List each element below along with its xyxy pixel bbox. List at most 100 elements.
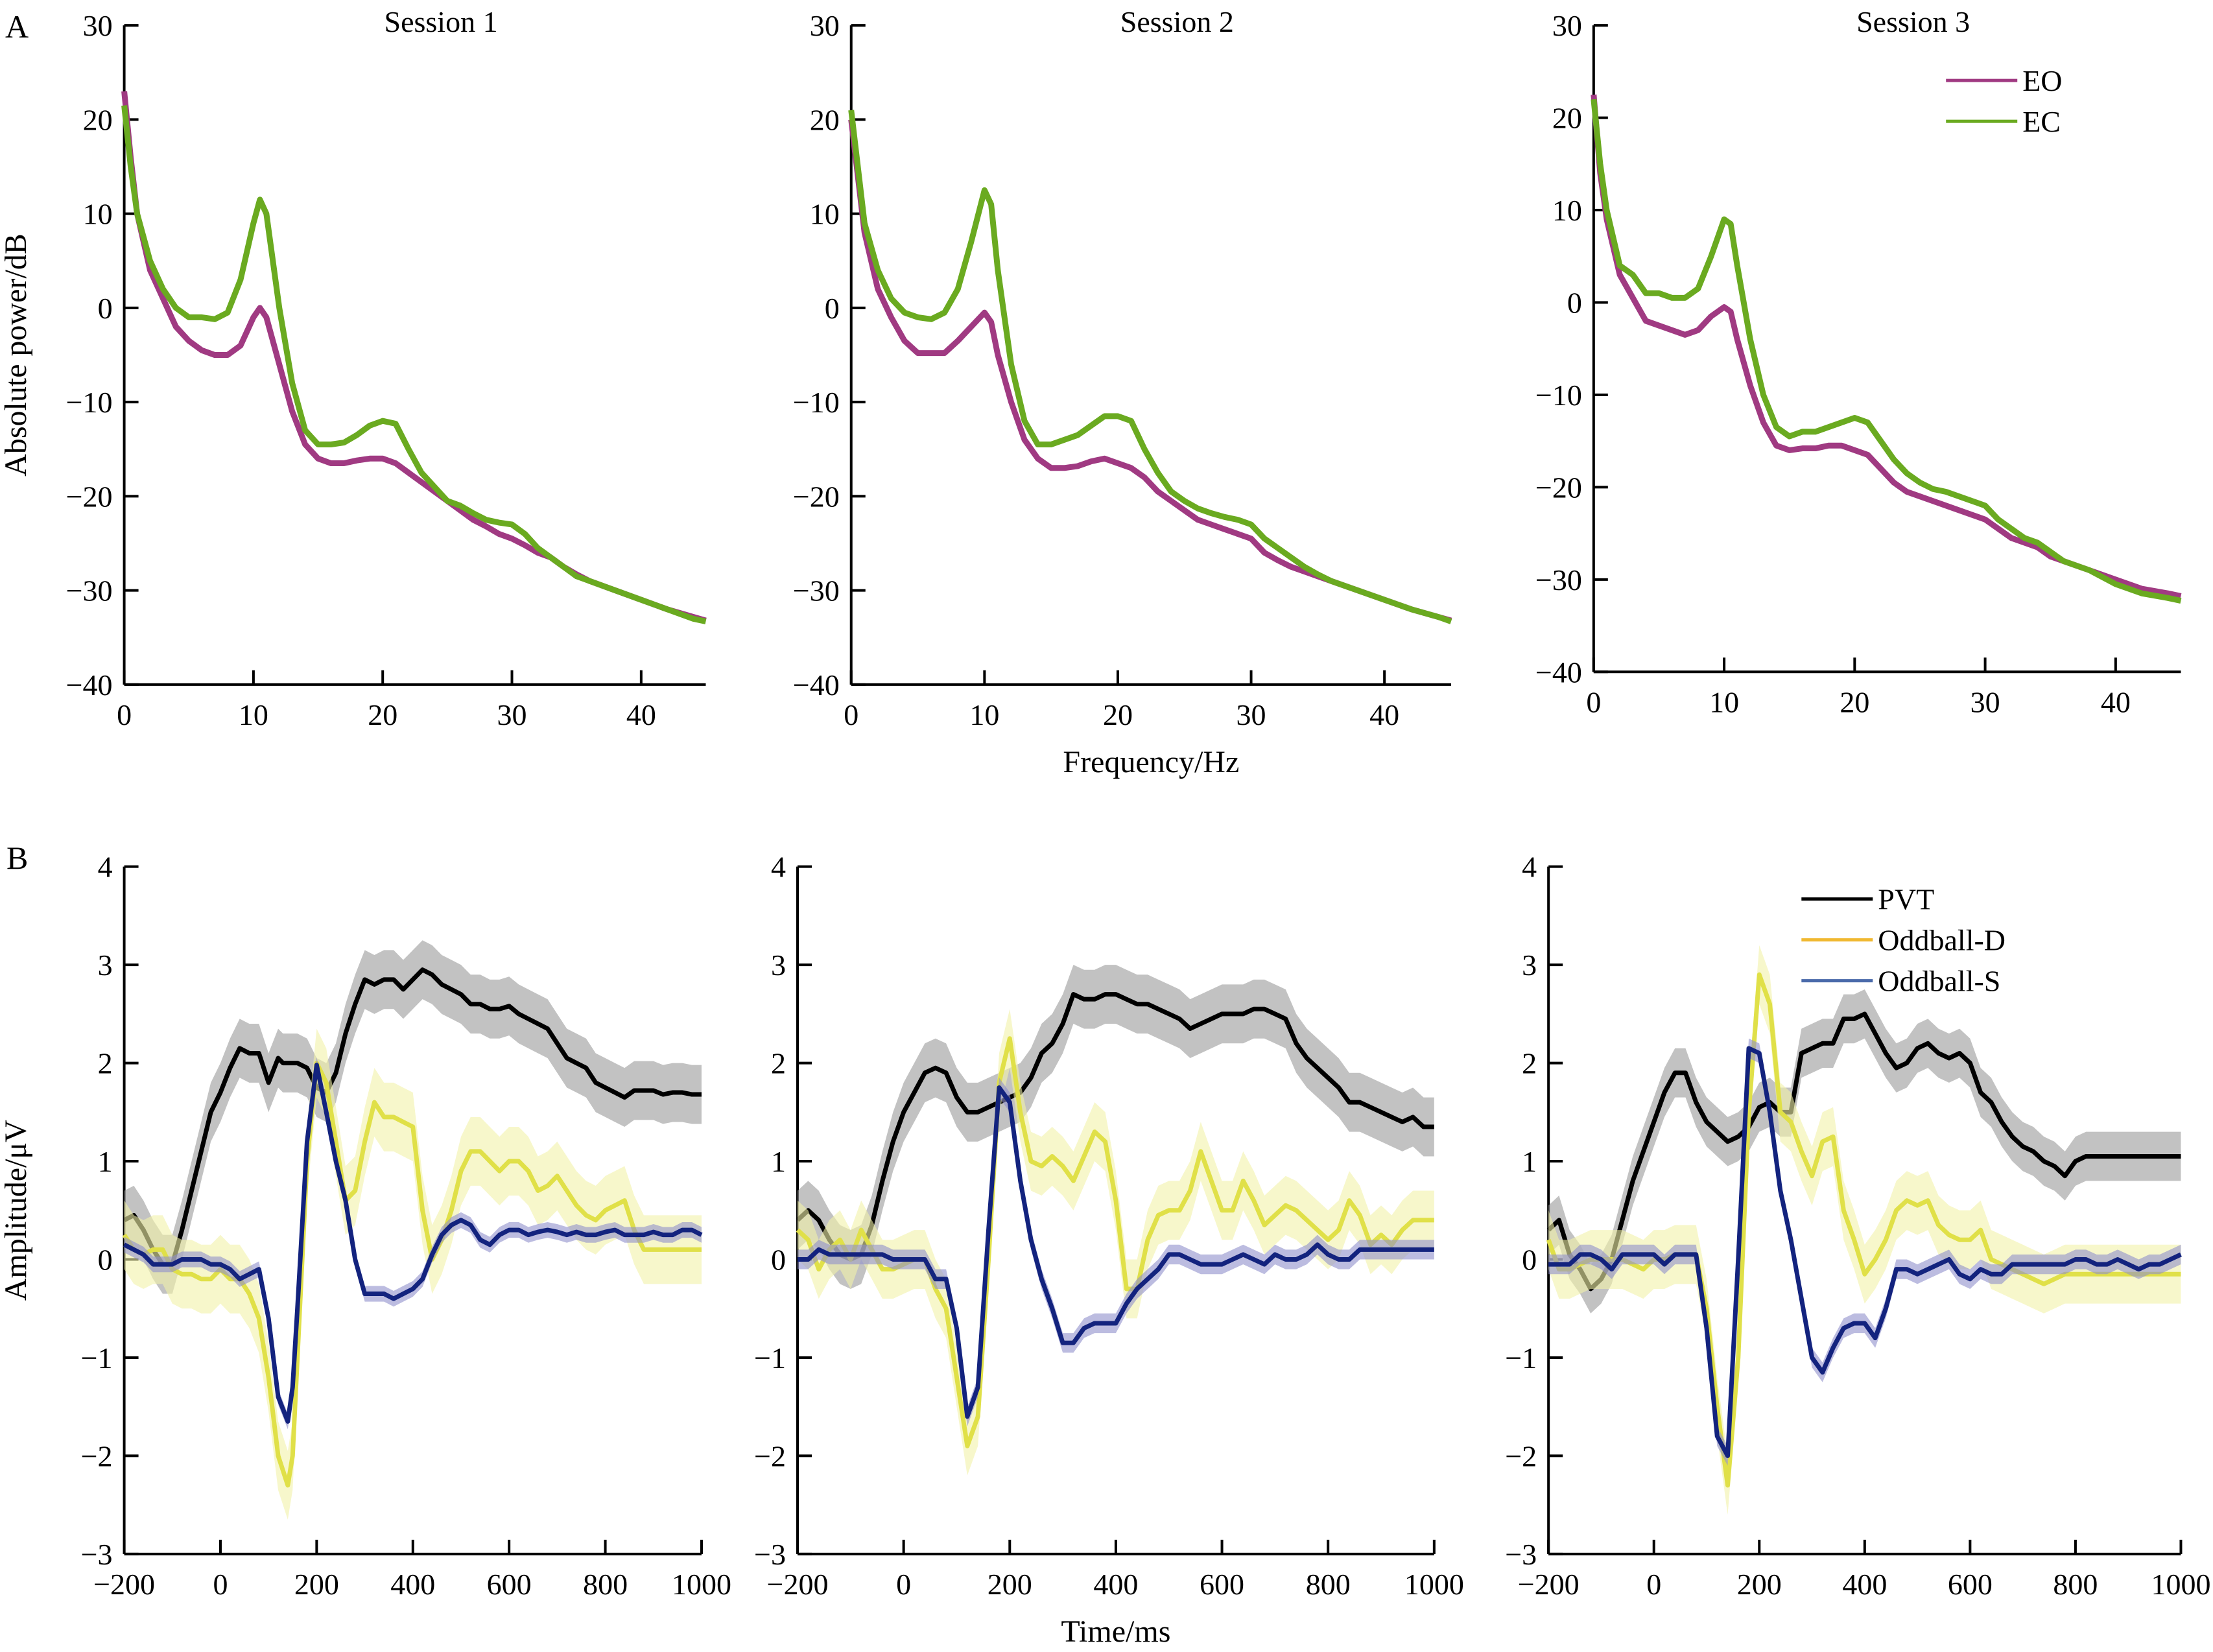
series-line-oddball-s (123, 1063, 703, 1424)
y-tick-label: 4 (1522, 851, 1537, 884)
y-tick-label: −20 (1535, 471, 1582, 504)
panel-title: Session 1 (384, 5, 497, 38)
series-line-oddball-s (1548, 1046, 2182, 1458)
series-line-ec (1591, 99, 2182, 604)
x-tick-label: 10 (969, 698, 999, 731)
y-tick-label: −20 (793, 480, 840, 513)
y-tick-label: 4 (98, 851, 113, 884)
x-tick-label: 600 (487, 1568, 532, 1601)
y-tick-label: −1 (754, 1341, 786, 1375)
series-line-ec (121, 105, 707, 624)
y-tick-label: 30 (83, 9, 113, 42)
y-tick-label: −2 (81, 1439, 113, 1472)
y-tick-label: 2 (98, 1047, 113, 1080)
y-tick-label: 30 (810, 9, 840, 42)
y-tick-label: −20 (66, 480, 113, 513)
x-tick-label: 400 (1842, 1568, 1887, 1601)
y-tick-label: −2 (1505, 1439, 1537, 1472)
x-tick-label: 10 (239, 698, 268, 731)
series-band-oddball-d (1548, 945, 2181, 1515)
y-tick-label: 2 (771, 1047, 786, 1080)
y-tick-label: 0 (825, 292, 840, 325)
x-tick-label: −200 (93, 1568, 155, 1601)
series-line-pvt (123, 967, 702, 1267)
y-tick-label: 10 (1552, 194, 1582, 227)
x-tick-label: 800 (2053, 1568, 2098, 1601)
y-tick-label: 2 (1522, 1047, 1537, 1080)
x-tick-label: 200 (988, 1568, 1032, 1601)
y-tick-label: −10 (1535, 379, 1582, 412)
x-tick-label: 0 (844, 698, 858, 731)
x-tick-label: −200 (767, 1568, 829, 1601)
x-tick-label: 600 (1948, 1568, 1993, 1601)
legend-label: EC (2022, 105, 2061, 138)
series-line-pvt (796, 992, 1434, 1262)
y-tick-label: −3 (1505, 1538, 1537, 1571)
x-tick-label: 40 (2101, 685, 2131, 718)
series-line-eo (848, 119, 1452, 624)
x-tick-label: 400 (390, 1568, 435, 1601)
x-tick-label: 30 (1970, 685, 2000, 718)
x-tick-label: 200 (1737, 1568, 1782, 1601)
y-tick-label: 30 (1552, 9, 1582, 42)
panel-b1: 4 3 2 1 0 −1 −2 −3−200 0 200 400 600 800 1000 Amplitud… (0, 851, 731, 1601)
x-tick-label: 20 (1103, 698, 1133, 731)
y-tick-label: 4 (771, 851, 786, 884)
legend-label: Oddball-S (1878, 965, 2000, 998)
series-band-pvt (124, 940, 702, 1294)
x-tick-label: 20 (1840, 685, 1869, 718)
x-tick-label: 800 (583, 1568, 628, 1601)
y-tick-label: 1 (771, 1145, 786, 1178)
x-tick-label: 1000 (1404, 1568, 1464, 1601)
panel-title: Session 2 (1120, 5, 1234, 38)
x-tick-label: 0 (117, 698, 132, 731)
series-line-eo (121, 91, 707, 624)
y-tick-label: 3 (98, 949, 113, 982)
y-tick-label: 3 (1522, 949, 1537, 982)
y-tick-label: 10 (83, 198, 113, 231)
y-tick-label: −40 (1535, 655, 1582, 689)
legend: EO EC (1946, 64, 2063, 138)
x-axis-label: Time/ms (1061, 1614, 1170, 1649)
series-band-oddball-d (798, 1009, 1434, 1476)
legend: PVT Oddball-D Oddball-S (1801, 883, 2006, 998)
series-line-pvt (1546, 1011, 2181, 1292)
y-tick-label: −30 (1535, 563, 1582, 596)
y-tick-label: 1 (1522, 1145, 1537, 1178)
y-tick-label: −30 (66, 574, 113, 608)
y-tick-label: 0 (771, 1244, 786, 1277)
x-axis-label: Frequency/Hz (1063, 745, 1239, 779)
x-tick-label: 40 (626, 698, 656, 731)
y-tick-label: −40 (793, 668, 840, 702)
y-tick-label: 0 (98, 292, 113, 325)
y-tick-label: −1 (81, 1341, 113, 1375)
series-band-oddball-s (1548, 1038, 2181, 1466)
series-line-ec (848, 110, 1452, 624)
y-tick-label: 0 (1522, 1244, 1537, 1277)
panel-b2: 4 3 2 1 0 −1 −2 −3−200 0 200 400 600 800 1000 Time/ms (754, 851, 1464, 1649)
y-tick-label: −1 (1505, 1341, 1537, 1375)
y-axis-label: Absolute power/dB (0, 233, 33, 477)
series-line-oddball-d (1546, 972, 2181, 1488)
x-tick-label: 200 (294, 1568, 339, 1601)
y-tick-label: 3 (771, 949, 786, 982)
y-axis-label: Amplitude/μV (0, 1120, 33, 1301)
legend-label: EO (2022, 64, 2062, 97)
x-tick-label: 0 (896, 1568, 911, 1601)
x-tick-label: 30 (497, 698, 527, 731)
y-tick-label: −10 (66, 386, 113, 419)
x-tick-label: 40 (1369, 698, 1399, 731)
y-tick-label: 0 (1567, 287, 1582, 320)
x-tick-label: 600 (1200, 1568, 1244, 1601)
x-tick-label: 10 (1709, 685, 1739, 718)
y-tick-label: −3 (754, 1538, 786, 1571)
y-tick-label: −3 (81, 1538, 113, 1571)
legend-label: Oddball-D (1878, 924, 2006, 957)
panel-label-a: A (5, 8, 29, 45)
x-tick-label: 1000 (672, 1568, 731, 1601)
panel-b3: 4 3 2 1 0 −1 −2 −3−200 0 200 400 600 800 1000 PVT Oddba… (1505, 851, 2210, 1601)
